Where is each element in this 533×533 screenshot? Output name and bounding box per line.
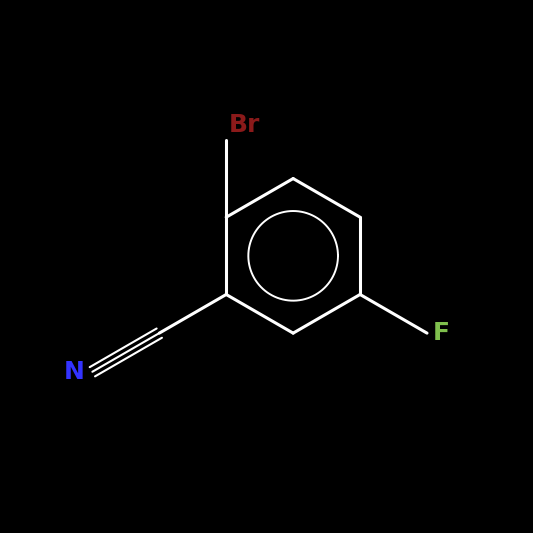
Text: N: N [63,360,84,384]
Text: Br: Br [229,113,260,137]
Text: F: F [432,321,449,345]
